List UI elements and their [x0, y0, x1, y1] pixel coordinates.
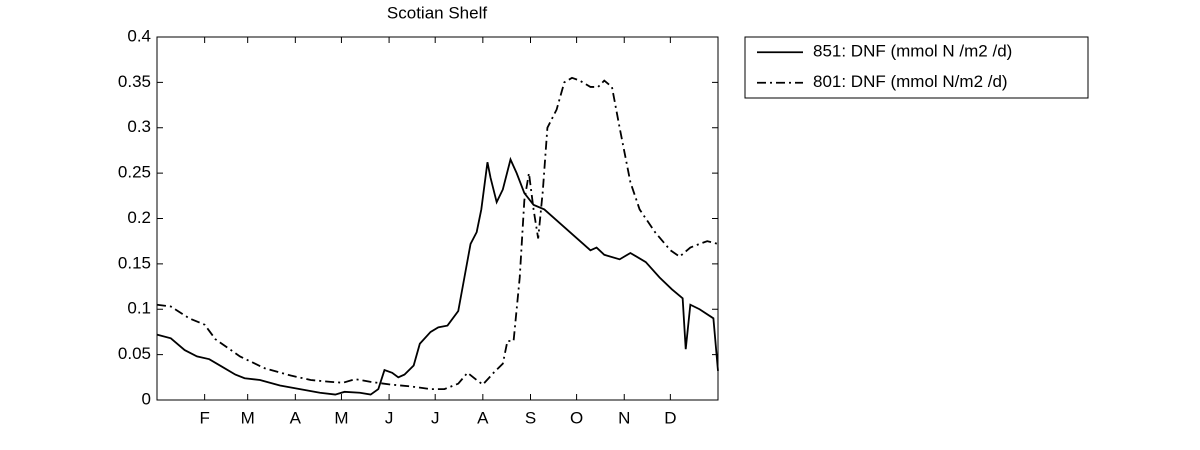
y-tick-label: 0.1 — [127, 299, 151, 318]
y-tick-label: 0 — [142, 389, 151, 408]
x-tick-label: M — [334, 408, 348, 427]
x-tick-label: A — [477, 408, 489, 427]
x-tick-label: J — [431, 408, 440, 427]
chart-title: Scotian Shelf — [387, 3, 487, 22]
x-tick-label: D — [664, 408, 676, 427]
x-tick-label: O — [570, 408, 583, 427]
x-tick-label: N — [618, 408, 630, 427]
legend-box — [744, 36, 1089, 99]
legend-label: 801: DNF (mmol N/m2 /d) — [813, 72, 1008, 91]
y-tick-label: 0.15 — [118, 253, 151, 272]
x-tick-label: S — [525, 408, 536, 427]
y-tick-label: 0.3 — [127, 117, 151, 136]
data-line — [156, 76, 719, 391]
y-tick-label: 0.35 — [118, 72, 151, 91]
y-tick-label: 0.4 — [127, 26, 151, 45]
y-tick-label: 0.2 — [127, 208, 151, 227]
x-tick-label: M — [241, 408, 255, 427]
data-line — [156, 156, 719, 396]
legend-label: 851: DNF (mmol N /m2 /d) — [813, 42, 1012, 61]
y-tick-label: 0.25 — [118, 163, 151, 182]
x-tick-label: A — [290, 408, 302, 427]
y-tick-label: 0.05 — [118, 344, 151, 363]
plot-area — [156, 36, 719, 401]
x-tick-label: F — [199, 408, 209, 427]
x-tick-label: J — [385, 408, 394, 427]
